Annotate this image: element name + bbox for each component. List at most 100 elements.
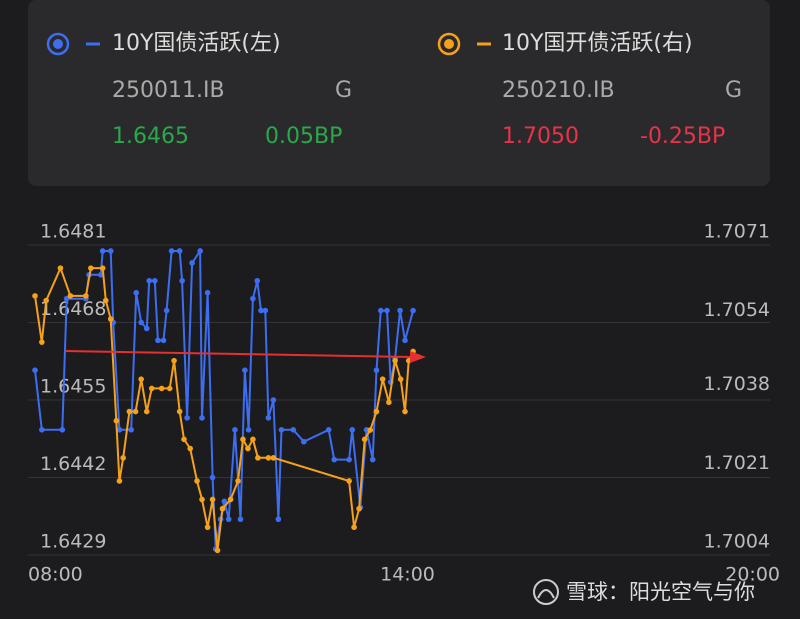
series-point [325, 427, 332, 433]
series-point [290, 427, 297, 433]
series-point [176, 408, 183, 415]
series-point [197, 248, 203, 254]
series-point [410, 307, 416, 314]
series-point [250, 295, 256, 302]
series-point [102, 297, 109, 304]
series-point [301, 438, 307, 445]
series-point [402, 337, 408, 344]
series-point [373, 367, 380, 373]
series-point [138, 319, 144, 326]
series-point [258, 307, 264, 314]
series-point [270, 397, 277, 403]
series-point [199, 415, 205, 421]
series-point [209, 496, 216, 503]
series-point [88, 265, 94, 271]
series-point [367, 427, 374, 433]
series-point [39, 339, 45, 345]
series-point [275, 516, 282, 523]
series-point [152, 277, 158, 284]
series-point [245, 445, 251, 452]
series-point [99, 265, 106, 271]
series-point [146, 277, 153, 284]
series-point [32, 367, 38, 373]
series-point [209, 474, 216, 481]
series-point [250, 436, 256, 443]
y-tick-label: 1.6481 [40, 221, 106, 243]
bond-price: 1.7050 [502, 124, 579, 149]
y-tick-label: 1.6442 [40, 453, 106, 475]
series-point [356, 505, 362, 512]
legend-icon [437, 32, 461, 56]
series-point [214, 547, 221, 554]
series-point [143, 325, 150, 332]
legend-label: 10Y国开债活跃(右) [502, 31, 693, 56]
series-point [240, 436, 246, 443]
series-point [116, 427, 123, 433]
series-point [39, 427, 45, 433]
x-tick-label: 08:00 [28, 564, 83, 586]
legend-icon-dot [53, 39, 63, 49]
bond-code: 250011.IB [112, 78, 225, 103]
series-point [378, 307, 384, 314]
series-point [155, 337, 161, 344]
series-point [166, 385, 173, 392]
series-point [227, 496, 234, 503]
series-point [379, 376, 386, 382]
series-point [254, 277, 261, 284]
series-point [184, 415, 190, 421]
y-tick-label: 1.6455 [40, 376, 106, 398]
series-point [32, 293, 38, 299]
series-point [221, 498, 228, 505]
series-point [116, 478, 123, 484]
series-point [179, 277, 185, 284]
watermark-icon [533, 579, 559, 605]
series-point [278, 427, 285, 433]
series-point [402, 408, 408, 415]
series-point [107, 316, 114, 322]
series-point [384, 307, 390, 314]
legend-icon [46, 32, 70, 56]
series-point [43, 297, 49, 304]
bond-grade: G [725, 78, 742, 103]
series-point [204, 289, 211, 296]
series-point [158, 385, 165, 392]
watermark: 雪球：阳光空气与你 [566, 580, 755, 604]
series-point [168, 248, 175, 254]
series-point [171, 357, 177, 364]
x-tick-label: 20:00 [725, 564, 780, 586]
series-point [225, 516, 232, 523]
y2-tick-label: 1.7071 [704, 221, 770, 243]
series-point [242, 367, 248, 373]
legend-label: 10Y国债活跃(左) [112, 31, 281, 56]
series-point [270, 455, 277, 461]
series-point [369, 456, 376, 463]
series-point [176, 248, 183, 254]
header-panel [28, 0, 770, 186]
series-point [386, 399, 392, 406]
series-point [132, 408, 139, 415]
series-point [83, 293, 89, 299]
series-point [120, 455, 126, 461]
series-point [194, 478, 200, 484]
series-point [126, 408, 133, 415]
series-point [143, 408, 150, 415]
series-point [265, 415, 272, 421]
series-point [187, 445, 194, 452]
series-point [361, 436, 368, 443]
series-point [163, 307, 170, 314]
series-point [232, 427, 238, 433]
series-point [397, 376, 404, 382]
y-tick-label: 1.6429 [40, 531, 106, 553]
series-point [181, 436, 187, 443]
y2-tick-label: 1.7038 [704, 373, 770, 395]
series-point [107, 248, 114, 254]
series-point [255, 455, 261, 461]
y2-tick-label: 1.7054 [704, 299, 770, 321]
series-point [99, 248, 106, 254]
series-point [160, 337, 167, 344]
series-point [148, 385, 155, 392]
series-point [113, 418, 120, 424]
series-point [346, 456, 352, 463]
bond-grade: G [335, 78, 352, 103]
